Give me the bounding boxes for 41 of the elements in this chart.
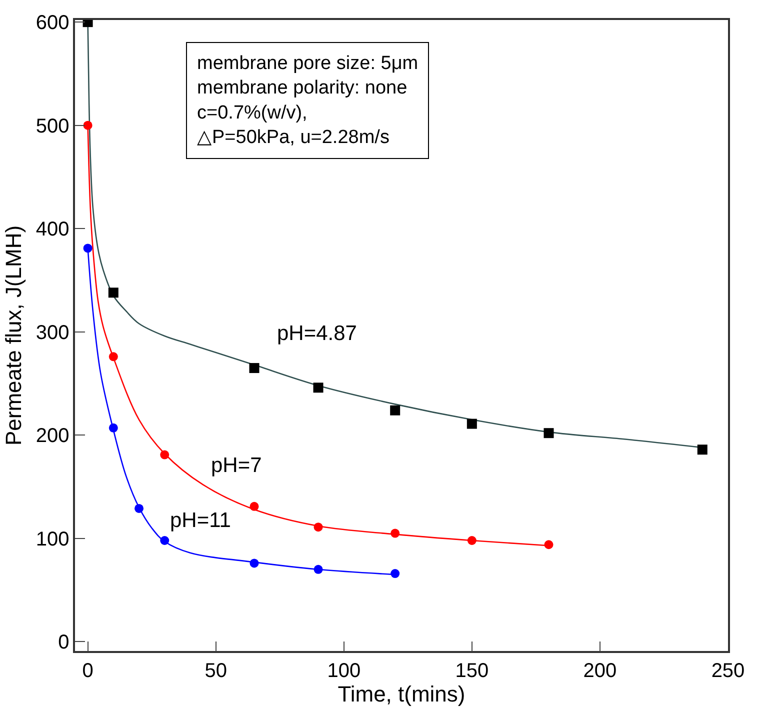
y-axis-title: Permeate flux, J(LMH) xyxy=(1,225,26,446)
point xyxy=(313,382,324,393)
point xyxy=(314,564,323,574)
point xyxy=(250,502,259,511)
point xyxy=(83,244,92,253)
y-tick-label: 600 xyxy=(36,12,70,34)
point xyxy=(108,288,118,298)
point xyxy=(390,569,400,578)
point xyxy=(160,536,170,545)
x-tick-label: 150 xyxy=(455,660,489,682)
x-tick-label: 250 xyxy=(711,660,745,682)
point xyxy=(467,536,476,545)
point xyxy=(134,504,144,513)
x-tick-label: 200 xyxy=(583,660,617,682)
point xyxy=(108,423,118,432)
point xyxy=(544,428,554,438)
x-tick-label: 0 xyxy=(82,660,94,682)
point xyxy=(466,418,477,429)
point xyxy=(390,528,400,538)
point xyxy=(160,450,170,460)
point xyxy=(249,363,260,374)
point xyxy=(83,120,92,130)
point xyxy=(544,540,554,550)
y-tick-label: 200 xyxy=(36,425,70,448)
annotation: membrane pore size: 5μm membrane polarity: none c=0.7%(w/v), △P=50kPa, u=2.28m/s xyxy=(197,53,418,148)
y-tick-label: 0 xyxy=(58,632,70,654)
x-tick-label: 100 xyxy=(327,660,361,682)
x-tick-label: 50 xyxy=(204,660,227,682)
series-label: pH=4.87 xyxy=(277,322,357,345)
point xyxy=(250,558,259,568)
y-tick-label: 500 xyxy=(36,115,70,138)
point xyxy=(314,522,323,532)
y-tick-label: 400 xyxy=(36,218,70,241)
point xyxy=(390,405,400,416)
point xyxy=(697,444,708,455)
series-label: pH=7 xyxy=(211,454,262,477)
y-tick-label: 300 xyxy=(36,322,70,344)
y-tick-label: 100 xyxy=(36,528,70,550)
x-axis-title: Time, t(mins) xyxy=(338,682,466,707)
series-label: pH=11 xyxy=(170,509,231,532)
point xyxy=(108,352,118,362)
